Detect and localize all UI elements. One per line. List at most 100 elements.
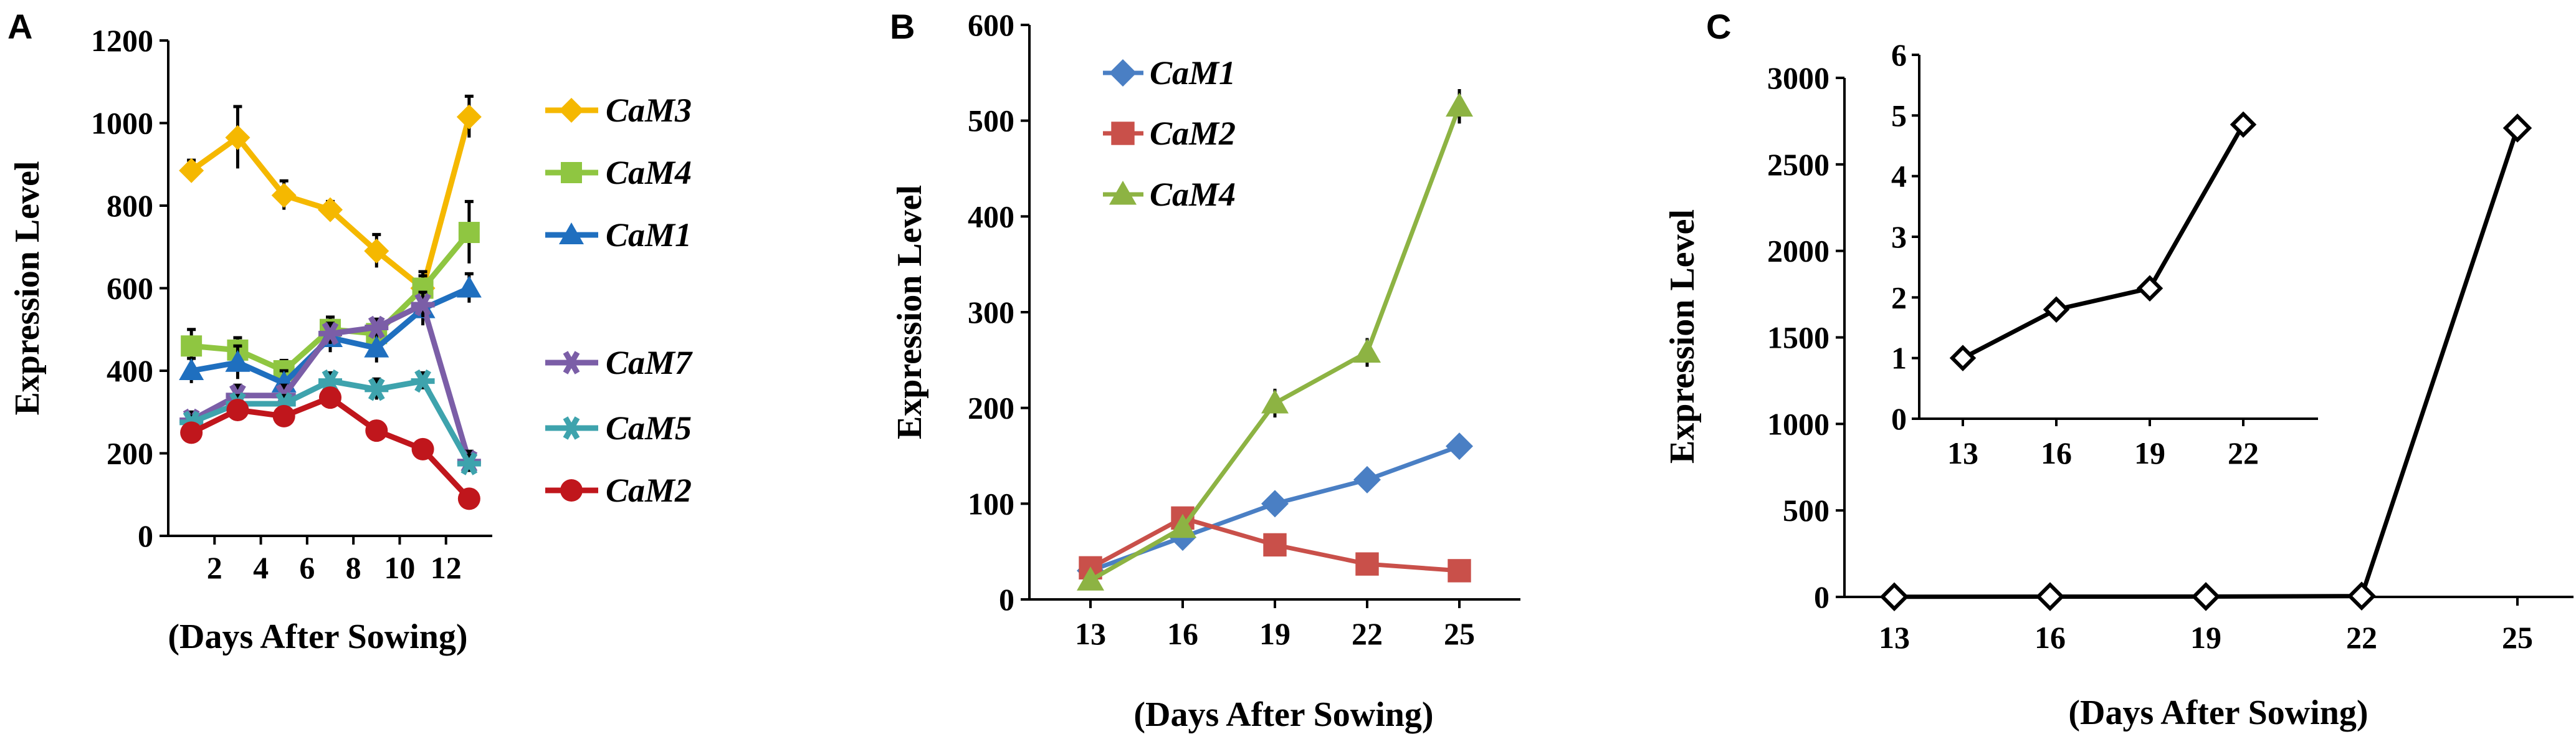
legend-label: CaM1: [606, 216, 692, 254]
x-tick-label: 2: [207, 550, 222, 585]
legend-entry-cam1: CaM1: [1103, 54, 1236, 92]
legend-label: CaM3: [606, 92, 692, 129]
inset-x-tick-label: 19: [2134, 436, 2165, 470]
series-line: [1894, 127, 2520, 599]
x-axis-title: (Days After Sowing): [2068, 694, 2368, 732]
legend-marker: [1109, 59, 1137, 87]
y-tick-label: 200: [968, 391, 1014, 426]
data-point: [1169, 513, 1196, 538]
series-cam2: [1079, 506, 1471, 583]
y-tick-label: 0: [138, 518, 153, 553]
data-point: [364, 238, 389, 264]
data-point: [411, 293, 435, 317]
x-tick-label: 19: [2190, 620, 2221, 655]
inset-y-tick-label: 6: [1891, 37, 1907, 72]
y-tick-label: 500: [1783, 493, 1829, 528]
legend-marker: [1111, 122, 1135, 145]
y-tick-label: 300: [968, 295, 1014, 330]
data-point: [1353, 465, 1381, 493]
legend-marker: [559, 98, 584, 123]
legend-entry-cam2: CaM2: [1103, 115, 1236, 152]
data-point: [1446, 92, 1473, 117]
legend-marker: [1109, 181, 1137, 205]
panel-a-chart: 0 200 400 600 800 1000 1200 2 4 6 8 10 12 (Days After…: [8, 23, 693, 656]
data-point: [319, 386, 341, 409]
inset-y-tick-label: 1: [1891, 341, 1907, 376]
series-cam5: [179, 369, 481, 475]
legend-label: CaM5: [606, 409, 692, 447]
data-point: [458, 222, 480, 244]
data-point: [181, 335, 203, 357]
data-point: [411, 369, 435, 393]
legend-entry-cam4: CaM4: [1103, 176, 1236, 213]
legend-entry-cam4: CaM4: [545, 154, 692, 191]
data-point: [365, 419, 388, 442]
data-point: [226, 398, 249, 421]
y-tick-label: 600: [107, 271, 153, 306]
data-point: [1879, 582, 1909, 611]
y-tick-label: 400: [107, 353, 153, 388]
x-tick-label: 25: [2502, 620, 2533, 655]
data-point: [1077, 566, 1104, 591]
x-tick-label: 22: [1352, 616, 1383, 651]
legend-marker: [559, 222, 584, 244]
y-tick-label: 200: [107, 436, 153, 471]
y-tick-label: 600: [968, 7, 1014, 42]
y-tick-label: 3000: [1767, 60, 1829, 95]
legend-entry-cam7: CaM7: [545, 344, 693, 381]
inset-y-tick-label: 3: [1891, 219, 1907, 254]
y-tick-label: 2000: [1767, 234, 1829, 269]
x-tick-label: 10: [384, 550, 415, 585]
x-tick-label: 16: [1167, 616, 1198, 651]
data-point: [1261, 490, 1289, 518]
inset-x-tick-label: 22: [2228, 436, 2259, 470]
data-point: [1263, 533, 1287, 557]
y-axis-title: Expression Level: [8, 161, 47, 415]
panel-letter-a: A: [7, 7, 32, 46]
data-point: [179, 358, 204, 380]
y-tick-label: 800: [107, 188, 153, 223]
y-axis-title: Expression Level: [890, 185, 929, 439]
legend-marker: [560, 479, 583, 502]
x-tick-label: 19: [1259, 616, 1290, 651]
y-tick-label: 0: [999, 582, 1014, 617]
legend-entry-cam3: CaM3: [545, 92, 692, 129]
data-point: [2347, 581, 2377, 611]
panel-letter-c: C: [1706, 7, 1731, 46]
data-point: [179, 158, 204, 183]
inset-data-point: [2043, 296, 2070, 323]
data-point: [272, 404, 295, 427]
data-point: [364, 335, 389, 358]
x-tick-label: 12: [431, 550, 462, 585]
legend-label: CaM2: [606, 472, 692, 509]
legend-marker: [560, 416, 583, 440]
legend-entry-cam1: CaM1: [545, 216, 692, 254]
data-point: [2191, 582, 2221, 611]
data-point: [1448, 559, 1471, 583]
x-axis-title: (Days After Sowing): [168, 617, 467, 656]
data-point: [2035, 582, 2065, 611]
inset-y-tick-label: 0: [1891, 401, 1907, 436]
data-point: [1261, 389, 1289, 414]
x-tick-label: 4: [253, 550, 269, 585]
inset-series-line: [1962, 123, 2246, 360]
data-point: [456, 104, 482, 130]
x-tick-label: 13: [1075, 616, 1106, 651]
legend-label: CaM1: [1150, 54, 1236, 92]
data-point: [457, 487, 480, 510]
y-tick-label: 2500: [1767, 147, 1829, 182]
data-point: [2502, 113, 2532, 143]
x-tick-label: 16: [2035, 620, 2066, 655]
legend-label: CaM7: [606, 344, 693, 381]
y-tick-label: 0: [1814, 579, 1829, 614]
y-tick-label: 1000: [91, 106, 153, 141]
legend-marker: [561, 162, 582, 183]
series-cam2: [180, 386, 480, 510]
legend-label: CaM4: [1150, 176, 1236, 213]
inset-chart: 0 1 2 3 4 5 6 13 16 19 22: [1891, 37, 2318, 470]
panel-letter-b: B: [890, 7, 915, 46]
data-point: [318, 197, 343, 222]
inset-data-point: [1949, 345, 1977, 371]
